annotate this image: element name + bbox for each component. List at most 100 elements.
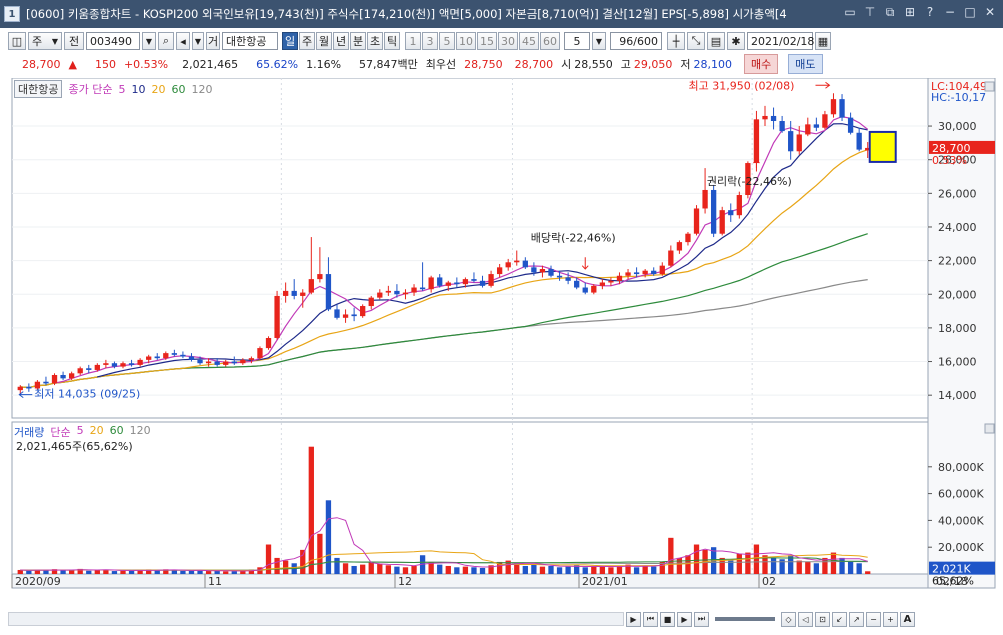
- buy-button[interactable]: 매수: [744, 54, 779, 74]
- interval-button-30[interactable]: 30: [498, 32, 518, 50]
- rights-annotation: 권리락(-22,46%): [707, 175, 792, 188]
- search-icon[interactable]: ⌕: [158, 32, 174, 50]
- close-icon[interactable]: ✕: [984, 5, 996, 19]
- candle-body: [137, 359, 143, 365]
- volume-bar: [865, 571, 871, 574]
- period-tab-0[interactable]: 일: [282, 32, 298, 50]
- volume-tick-label: 20,000K: [938, 541, 984, 554]
- zoom-prev-icon[interactable]: ◁: [798, 611, 813, 627]
- candle-body: [146, 356, 152, 360]
- settings-gear-icon[interactable]: ✱: [727, 32, 745, 50]
- last-page-icon[interactable]: ⏭: [694, 611, 709, 627]
- legend-vol-ma20[interactable]: 20: [89, 424, 104, 437]
- period-select[interactable]: 주 ▼: [28, 32, 62, 50]
- date-tick-label: 12: [398, 575, 412, 588]
- legend-ma20[interactable]: 20: [151, 82, 166, 96]
- legend-ma60[interactable]: 60: [171, 82, 186, 96]
- chart-area[interactable]: 30,000 28,000 26,000 24,000 22,000 20,000 18,0…: [10, 78, 996, 590]
- calendar-icon[interactable]: ▦: [815, 32, 831, 50]
- candle-body: [402, 292, 409, 295]
- zoom-area-icon[interactable]: ⊡: [815, 611, 830, 627]
- save-icon[interactable]: ▤: [707, 32, 725, 50]
- period-tab-3[interactable]: 년: [333, 32, 349, 50]
- interval-button-5[interactable]: 5: [439, 32, 455, 50]
- period-tab-2[interactable]: 월: [316, 32, 332, 50]
- candle-body: [693, 208, 700, 234]
- volume-bar: [377, 563, 383, 574]
- restore-icon[interactable]: ⧉: [885, 5, 895, 19]
- volume-bar: [496, 561, 503, 574]
- candle-body: [505, 262, 511, 268]
- ask-price: 28,750: [464, 57, 503, 71]
- candle-body: [223, 361, 229, 365]
- candle-body: [728, 210, 734, 216]
- code-dropdown-icon[interactable]: ▼: [142, 32, 156, 50]
- interval-input[interactable]: 5: [564, 32, 590, 50]
- font-size-icon[interactable]: A: [900, 611, 915, 627]
- legend-stock-name[interactable]: 대한항공: [14, 80, 63, 98]
- high-label: 고: [620, 58, 631, 71]
- legend-volume-type[interactable]: 단순: [50, 426, 71, 439]
- zoom-slider[interactable]: [715, 617, 775, 621]
- interval-button-15[interactable]: 15: [477, 32, 497, 50]
- date-input[interactable]: 2021/02/18: [747, 32, 814, 50]
- stock-code-input[interactable]: 003490: [86, 32, 140, 50]
- interval-dropdown-icon[interactable]: ▼: [592, 32, 606, 50]
- scroll-right-icon[interactable]: ▶: [626, 611, 641, 627]
- sell-button[interactable]: 매도: [788, 54, 823, 74]
- shrink-icon[interactable]: ↙: [832, 611, 847, 627]
- layout-icon[interactable]: ⊞: [904, 5, 916, 19]
- sound-dropdown-icon[interactable]: ▼: [192, 32, 204, 50]
- interval-button-45[interactable]: 45: [519, 32, 539, 50]
- minimize-icon[interactable]: −: [944, 5, 956, 19]
- link-icon[interactable]: ▭: [844, 5, 856, 19]
- exchange-label[interactable]: 거: [206, 32, 220, 50]
- volume-bar: [411, 565, 417, 574]
- volume-bar: [693, 544, 700, 574]
- maximize-icon[interactable]: □: [964, 5, 976, 19]
- stock-name-field[interactable]: 대한항공: [222, 32, 278, 50]
- legend-vol-ma5[interactable]: 5: [76, 424, 84, 437]
- legend-ma120[interactable]: 120: [191, 82, 213, 96]
- help-icon[interactable]: ?: [926, 5, 934, 19]
- first-page-icon[interactable]: ⏮: [643, 611, 658, 627]
- volume-bar: [651, 566, 657, 574]
- candle-body: [659, 265, 665, 275]
- period-tab-4[interactable]: 분: [350, 32, 366, 50]
- prev-button[interactable]: 전: [64, 32, 84, 50]
- legend-volume-title[interactable]: 거래량: [14, 426, 45, 439]
- data-count-field[interactable]: 96/600: [610, 32, 662, 50]
- period-tab-1[interactable]: 주: [299, 32, 315, 50]
- stock-chart[interactable]: 30,000 28,000 26,000 24,000 22,000 20,000 18,0…: [10, 78, 996, 590]
- interval-button-60[interactable]: 60: [540, 32, 560, 50]
- volume-bar: [565, 566, 571, 574]
- volume-bar: [317, 533, 323, 574]
- zoom-out-icon[interactable]: −: [866, 611, 881, 627]
- current-price-marker: [929, 140, 995, 154]
- next-page-icon[interactable]: ▶: [677, 611, 692, 627]
- period-tab-6[interactable]: 틱: [384, 32, 400, 50]
- indicator-icon[interactable]: ┼: [667, 32, 685, 50]
- legend-ma10[interactable]: 10: [131, 82, 146, 96]
- legend-ma-type[interactable]: 종가 단순: [68, 83, 113, 96]
- scroll-track[interactable]: [8, 612, 624, 626]
- legend-vol-ma60[interactable]: 60: [109, 424, 124, 437]
- volume-bar: [505, 560, 511, 574]
- zoom-in-icon[interactable]: +: [883, 611, 898, 627]
- zoom-fit-icon[interactable]: ◇: [781, 611, 796, 627]
- expand-icon[interactable]: ↗: [849, 611, 864, 627]
- legend-vol-ma120[interactable]: 120: [129, 424, 151, 437]
- stop-icon[interactable]: ■: [660, 611, 675, 627]
- legend-ma5[interactable]: 5: [118, 82, 126, 96]
- volume-bar: [402, 567, 409, 574]
- period-tab-5[interactable]: 초: [367, 32, 383, 50]
- interval-button-10[interactable]: 10: [456, 32, 476, 50]
- pin-icon[interactable]: ⊤: [864, 5, 876, 19]
- interval-button-3[interactable]: 3: [422, 32, 438, 50]
- volume-ma5-line: [20, 517, 868, 572]
- interval-button-1[interactable]: 1: [405, 32, 421, 50]
- chart-menu-icon[interactable]: ◫: [8, 32, 26, 50]
- tool-icon[interactable]: ⤡: [687, 32, 705, 50]
- speaker-icon[interactable]: ◂: [176, 32, 190, 50]
- candle-body: [368, 297, 374, 307]
